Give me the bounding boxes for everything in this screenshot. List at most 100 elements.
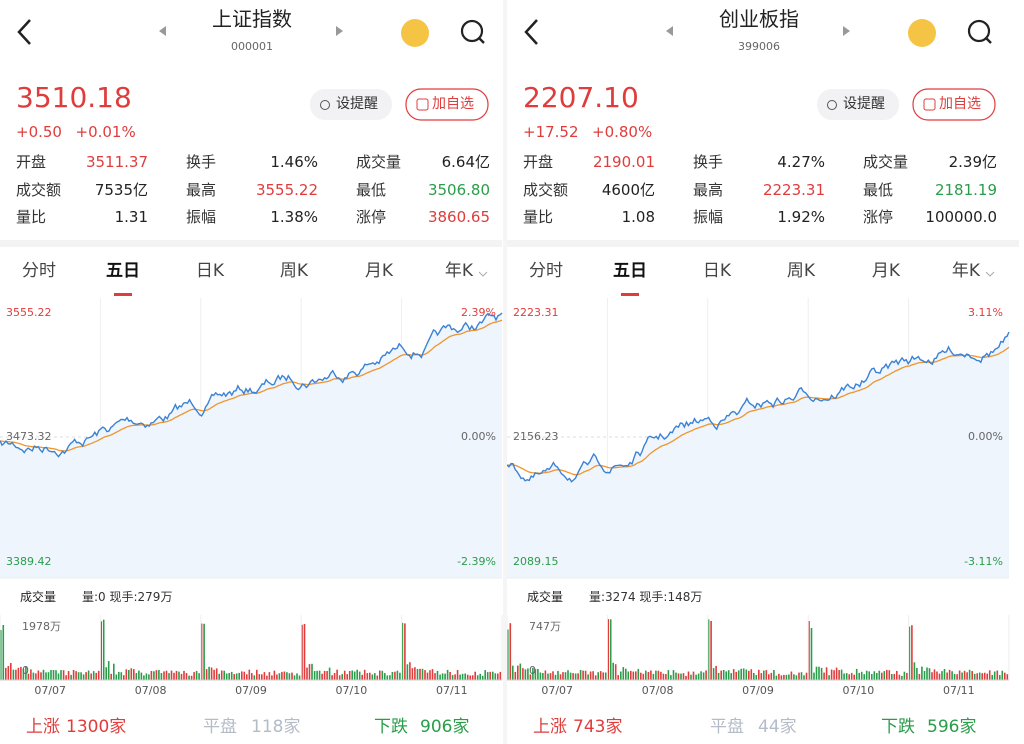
volume-bar bbox=[271, 675, 273, 680]
search-handle[interactable] bbox=[478, 37, 485, 44]
volume-bar bbox=[190, 675, 193, 680]
tab[interactable]: 周K bbox=[786, 261, 816, 281]
tab[interactable]: 周K bbox=[279, 261, 309, 281]
index-code: 399006 bbox=[738, 40, 780, 53]
alert-button-label[interactable]: 设提醒 bbox=[843, 96, 885, 112]
date-label: 07/10 bbox=[335, 684, 368, 697]
volume-bar bbox=[913, 662, 916, 680]
tab[interactable]: 分时 bbox=[22, 261, 56, 281]
stat-label: 振幅 bbox=[186, 208, 217, 226]
prev-arrow[interactable] bbox=[159, 26, 166, 36]
watch-button-label[interactable]: 加自选 bbox=[939, 96, 981, 112]
volume-bar bbox=[72, 670, 75, 680]
volume-bar bbox=[825, 667, 828, 680]
search-handle[interactable] bbox=[985, 37, 992, 44]
volume-bar bbox=[298, 675, 301, 680]
volume-bar bbox=[45, 672, 47, 680]
tab[interactable]: 五日 bbox=[613, 261, 647, 281]
volume-bar bbox=[737, 670, 740, 680]
volume-bar bbox=[185, 673, 188, 680]
volume-bar bbox=[296, 673, 298, 680]
volume-bar bbox=[883, 671, 886, 680]
next-arrow[interactable] bbox=[336, 26, 343, 36]
alert-button-label[interactable]: 设提醒 bbox=[336, 96, 378, 112]
volume-bar bbox=[675, 672, 677, 680]
volume-bar bbox=[552, 671, 554, 680]
volume-bar bbox=[592, 671, 594, 680]
tab[interactable]: 年K bbox=[951, 261, 981, 281]
volume-bar bbox=[758, 669, 760, 680]
volume-bar bbox=[70, 674, 72, 680]
volume-bar bbox=[77, 672, 80, 680]
volume-bar bbox=[441, 673, 444, 680]
tab[interactable]: 日K bbox=[702, 261, 732, 281]
volume-bar bbox=[434, 673, 436, 680]
volume-bar bbox=[479, 673, 481, 680]
volume-bar bbox=[911, 625, 913, 680]
alert-button[interactable] bbox=[310, 89, 392, 120]
volume-bar bbox=[594, 675, 597, 680]
volume-bar bbox=[660, 671, 662, 680]
next-arrow[interactable] bbox=[843, 26, 850, 36]
volume-bar bbox=[165, 670, 168, 680]
volume-bar bbox=[286, 672, 288, 680]
search-icon[interactable] bbox=[460, 19, 484, 43]
volume-bar bbox=[235, 673, 238, 680]
volume-bar bbox=[65, 675, 67, 680]
index-title: 上证指数 bbox=[212, 7, 292, 31]
volume-bar bbox=[690, 674, 692, 680]
mascot-icon[interactable] bbox=[908, 19, 936, 47]
volume-bar bbox=[474, 671, 476, 680]
stat-label: 成交额 bbox=[16, 180, 62, 199]
volume-bar bbox=[35, 673, 37, 680]
watch-button-label[interactable]: 加自选 bbox=[432, 96, 474, 112]
tab[interactable]: 五日 bbox=[106, 261, 140, 281]
search-icon[interactable] bbox=[967, 19, 991, 43]
volume-bar bbox=[416, 669, 419, 680]
watch-button[interactable] bbox=[405, 88, 489, 121]
volume-bar bbox=[389, 675, 391, 680]
tab[interactable]: 日K bbox=[195, 261, 225, 281]
tab[interactable]: 分时 bbox=[529, 261, 563, 281]
volume-bar bbox=[256, 669, 258, 680]
volume-bar bbox=[494, 673, 497, 680]
volume-bar bbox=[429, 670, 431, 680]
volume-bar bbox=[941, 671, 943, 680]
volume-bar bbox=[263, 672, 266, 680]
stat-value: 100000.0 bbox=[925, 208, 997, 226]
back-button[interactable] bbox=[524, 19, 538, 45]
price-line bbox=[506, 331, 1010, 483]
back-button[interactable] bbox=[17, 19, 31, 45]
volume-bar bbox=[512, 665, 514, 680]
volume-bar bbox=[630, 670, 632, 680]
stat-value: 3506.80 bbox=[427, 180, 490, 199]
mascot-icon[interactable] bbox=[401, 19, 429, 47]
volume-bar bbox=[893, 673, 896, 680]
date-label: 07/11 bbox=[435, 684, 468, 697]
volume-bar bbox=[650, 670, 652, 680]
pct-mid-label: 0.00% bbox=[461, 430, 496, 443]
volume-bar bbox=[589, 671, 592, 680]
tab[interactable]: 月K bbox=[871, 261, 901, 281]
volume-bar bbox=[205, 669, 208, 680]
watch-button[interactable] bbox=[912, 88, 996, 121]
alert-button[interactable] bbox=[817, 89, 899, 120]
volume-bar bbox=[497, 673, 499, 680]
volume-bar bbox=[958, 670, 961, 680]
volume-bar bbox=[662, 673, 665, 680]
stat-value: 4600亿 bbox=[601, 180, 655, 199]
volume-bar bbox=[727, 670, 730, 680]
tab[interactable]: 年K bbox=[444, 261, 474, 281]
volume-bar bbox=[775, 675, 778, 680]
volume-bar bbox=[685, 675, 687, 680]
volume-bar bbox=[175, 670, 178, 680]
volume-bar bbox=[700, 671, 702, 680]
volume-bar bbox=[896, 670, 898, 680]
volume-bar bbox=[10, 663, 12, 680]
volume-bar bbox=[261, 674, 263, 680]
prev-arrow[interactable] bbox=[666, 26, 673, 36]
volume-bar bbox=[155, 670, 158, 680]
tab[interactable]: 月K bbox=[364, 261, 394, 281]
volume-bar bbox=[7, 666, 10, 680]
volume-bar bbox=[999, 675, 1001, 680]
